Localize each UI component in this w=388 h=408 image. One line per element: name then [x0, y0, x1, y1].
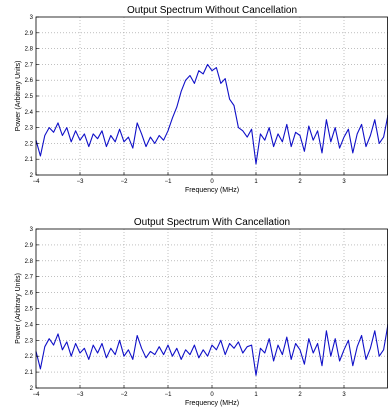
x-tick-label: −2 — [121, 392, 129, 398]
x-tick-label: −1 — [165, 392, 173, 398]
y-tick-label: 2.5 — [25, 307, 34, 313]
x-tick-label: 3 — [342, 392, 346, 398]
y-tick-label: 2.8 — [25, 47, 34, 53]
y-tick-label: 2 — [30, 173, 34, 179]
y-tick-label: 2.1 — [25, 370, 34, 376]
x-tick-label: 2 — [298, 392, 302, 398]
x-tick-label: −3 — [77, 179, 85, 185]
y-tick-label: 2.6 — [25, 78, 34, 84]
y-tick-label: 2.9 — [25, 243, 34, 249]
y-tick-label: 2.1 — [25, 157, 34, 163]
chart-title: Output Spectrum With Cancellation — [134, 217, 290, 228]
y-tick-label: 3 — [30, 15, 34, 21]
y-tick-label: 2.3 — [25, 126, 34, 132]
chart-without-cancellation: 2 2.1 2.2 2.3 2.4 2.5 2.6 2.7 2.8 2.9 3 −4 −3 −2 −1 0 1 2… — [15, 5, 388, 194]
x-tick-label: 0 — [210, 179, 214, 185]
x-tick-label: 2 — [298, 179, 302, 185]
chart-with-cancellation: 2 2.1 2.2 2.3 2.4 2.5 2.6 2.7 2.8 2.9 3 −4 −3 −2 −1 0 1 2… — [15, 217, 388, 407]
x-axis-label: Frequency (MHz) — [185, 187, 239, 194]
data-line — [35, 63, 388, 165]
chart-title: Output Spectrum Without Cancellation — [127, 5, 297, 16]
y-tick-label: 2.9 — [25, 31, 34, 37]
y-tick-label: 3 — [30, 227, 34, 233]
y-tick-label: 2.2 — [25, 354, 34, 360]
y-tick-label: 2.8 — [25, 259, 34, 265]
y-tick-label: 2.3 — [25, 338, 34, 344]
x-tick-label: 1 — [254, 179, 258, 185]
y-axis-label: Power (Arbitrary Units) — [15, 61, 22, 132]
x-tick-label: 0 — [210, 392, 214, 398]
x-tick-label: −4 — [33, 179, 41, 185]
y-tick-label: 2 — [30, 386, 34, 392]
y-axis-label: Power (Arbitrary Units) — [15, 273, 22, 344]
x-tick-label: −1 — [165, 179, 173, 185]
y-tick-label: 2.4 — [25, 110, 34, 116]
x-axis-label: Frequency (MHz) — [185, 400, 239, 407]
y-tick-label: 2.2 — [25, 141, 34, 147]
data-line — [35, 324, 388, 376]
y-tick-label: 2.5 — [25, 94, 34, 100]
y-tick-label: 2.6 — [25, 291, 34, 297]
x-tick-label: −4 — [33, 392, 41, 398]
y-tick-label: 2.7 — [25, 275, 34, 281]
x-tick-label: 3 — [342, 179, 346, 185]
x-tick-label: −3 — [77, 392, 85, 398]
x-tick-label: −2 — [121, 179, 129, 185]
y-tick-label: 2.7 — [25, 62, 34, 68]
x-tick-label: 1 — [254, 392, 258, 398]
y-tick-label: 2.4 — [25, 322, 34, 328]
